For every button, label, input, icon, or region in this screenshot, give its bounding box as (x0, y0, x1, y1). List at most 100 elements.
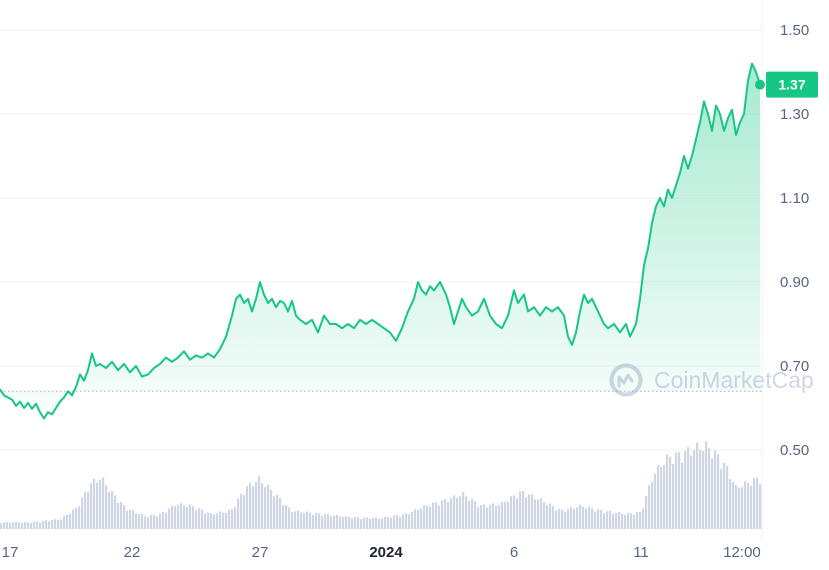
volume-bar (354, 516, 357, 529)
y-tick-label: 1.50 (780, 22, 809, 39)
current-price-dot (755, 79, 765, 90)
volume-bar (333, 515, 336, 529)
volume-bar (15, 521, 18, 529)
volume-bar (384, 516, 387, 529)
volume-bar (408, 514, 411, 529)
volume-bar (366, 517, 369, 529)
volume-bar (315, 512, 318, 529)
volume-bar (216, 513, 219, 529)
volume-bar (570, 507, 573, 529)
volume-bar (522, 490, 525, 529)
volume-bar (327, 514, 330, 529)
volume-bar (480, 505, 483, 529)
volume-bar (186, 506, 189, 529)
volume-bar (135, 513, 138, 529)
volume-bar (69, 513, 72, 529)
volume-bar (459, 496, 462, 529)
volume-bar (483, 504, 486, 529)
volume-bar (279, 498, 282, 529)
volume-bar (387, 517, 390, 529)
volume-bar (735, 485, 738, 529)
volume-bar (447, 501, 450, 529)
volume-bar (711, 458, 714, 529)
volume-bar (537, 499, 540, 529)
volume-bar (627, 513, 630, 529)
volume-bar (207, 512, 210, 529)
volume-bar (123, 505, 126, 529)
volume-bar (642, 508, 645, 529)
volume-bar (576, 507, 579, 529)
volume-bar (702, 451, 705, 529)
volume-bar (708, 448, 711, 529)
volume-bar (144, 516, 147, 529)
volume-bar (396, 515, 399, 529)
volume-bars (0, 441, 762, 529)
volume-bar (666, 454, 669, 529)
volume-bar (579, 504, 582, 529)
volume-bar (471, 498, 474, 529)
volume-bar (744, 481, 747, 529)
volume-bar (714, 450, 717, 529)
volume-bar (183, 505, 186, 529)
volume-bar (0, 523, 3, 529)
volume-bar (339, 516, 342, 529)
volume-bar (57, 519, 60, 529)
volume-bar (345, 516, 348, 529)
volume-bar (249, 482, 252, 529)
volume-bar (204, 513, 207, 529)
volume-bar (759, 484, 762, 529)
volume-bar (486, 507, 489, 529)
volume-bar (378, 518, 381, 529)
volume-bar (141, 514, 144, 529)
volume-bar (678, 452, 681, 529)
volume-bar (381, 518, 384, 529)
volume-bar (189, 504, 192, 529)
volume-bar (468, 500, 471, 529)
volume-bar (177, 504, 180, 529)
volume-bar (753, 478, 756, 529)
volume-bar (648, 485, 651, 529)
volume-bar (75, 507, 78, 529)
volume-bar (543, 502, 546, 529)
volume-bar (351, 518, 354, 529)
volume-bar (111, 490, 114, 529)
volume-bar (675, 452, 678, 529)
volume-bar (738, 487, 741, 529)
volume-bar (51, 520, 54, 529)
volume-bar (684, 451, 687, 529)
volume-bar (696, 442, 699, 529)
volume-bar (513, 495, 516, 529)
volume-bar (657, 465, 660, 529)
volume-bar (243, 494, 246, 529)
volume-bar (465, 496, 468, 529)
volume-bar (606, 511, 609, 529)
volume-bar (516, 498, 519, 529)
volume-bar (540, 498, 543, 529)
x-tick-label: 2024 (369, 544, 403, 561)
volume-bar (450, 498, 453, 529)
volume-bar (369, 518, 372, 529)
volume-bar (444, 498, 447, 529)
volume-bar (138, 514, 141, 529)
volume-bar (672, 463, 675, 529)
volume-bar (36, 521, 39, 529)
volume-bar (687, 447, 690, 529)
volume-bar (108, 491, 111, 529)
y-axis: 1.50 1.30 1.10 0.90 0.70 0.50 (780, 22, 809, 459)
volume-bar (219, 511, 222, 529)
volume-bar (504, 501, 507, 529)
volume-bar (501, 501, 504, 529)
volume-bar (612, 513, 615, 529)
volume-bar (294, 511, 297, 529)
volume-bar (228, 510, 231, 529)
x-tick-label: 11 (633, 544, 649, 561)
volume-bar (588, 506, 591, 529)
volume-bar (723, 462, 726, 529)
volume-bar (87, 492, 90, 529)
volume-bar (18, 522, 21, 529)
volume-bar (621, 513, 624, 529)
volume-bar (267, 484, 270, 529)
volume-bar (651, 481, 654, 529)
y-tick-label: 0.90 (780, 274, 809, 291)
